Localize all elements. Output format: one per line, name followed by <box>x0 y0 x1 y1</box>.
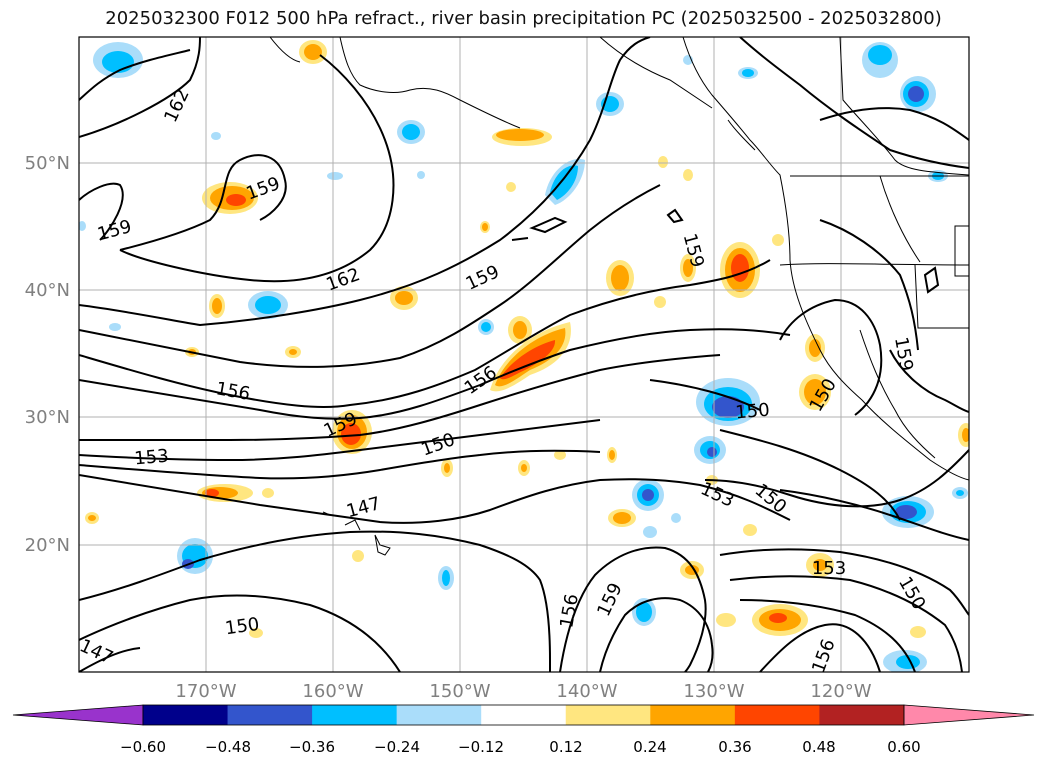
contour-label: 156 <box>461 362 501 399</box>
contour-label: 153 <box>697 478 737 512</box>
colorbar-cell <box>481 705 567 725</box>
contour-label: 150 <box>894 573 929 613</box>
lon-label: 130°W <box>683 681 744 702</box>
colorbar-cell <box>227 705 313 725</box>
contour-label: 150 <box>734 400 770 424</box>
positive-anomaly-patches <box>85 40 969 638</box>
colorbar-tick: 0.48 <box>802 738 835 756</box>
contour-label: 159 <box>890 335 917 372</box>
colorbar-tick: −0.12 <box>458 738 504 756</box>
longitude-labels: 170°W 160°W 150°W 140°W 130°W 120°W <box>175 681 871 702</box>
small-contour-loops <box>511 208 940 294</box>
contour-label: 162 <box>323 264 362 295</box>
colorbar-cell <box>819 705 905 725</box>
colorbar-ticks: −0.60 −0.48 −0.36 −0.24 −0.12 0.12 0.24 … <box>120 738 921 756</box>
colorbar-cell <box>312 705 398 725</box>
lon-label: 120°W <box>810 681 871 702</box>
precipitation-shading <box>79 40 969 672</box>
colorbar-frame <box>142 704 905 726</box>
lat-label: 40°N <box>25 280 70 301</box>
colorbar-cell <box>396 705 482 725</box>
colorbar-tick: −0.24 <box>374 738 420 756</box>
colorbar-tick: 0.36 <box>718 738 751 756</box>
colorbar: −0.60 −0.48 −0.36 −0.24 −0.12 0.12 0.24 … <box>12 704 1035 756</box>
contour-label: 153 <box>133 446 169 470</box>
map-frame <box>78 36 970 673</box>
colorbar-extend-max <box>903 704 1035 726</box>
lat-label: 30°N <box>25 407 70 428</box>
contour-label: 147 <box>344 493 383 522</box>
contour-label: 159 <box>243 173 282 204</box>
colorbar-tick: 0.12 <box>549 738 582 756</box>
contour-label: 153 <box>812 558 846 579</box>
graticule <box>79 37 969 672</box>
colorbar-extend-min <box>12 704 144 726</box>
latitude-labels: 50°N 40°N 30°N 20°N <box>25 153 70 556</box>
colorbar-cell <box>565 705 651 725</box>
lon-label: 160°W <box>302 681 363 702</box>
negative-anomaly-patches <box>79 42 968 672</box>
colorbar-tick: 0.24 <box>633 738 666 756</box>
colorbar-tick: −0.36 <box>289 738 335 756</box>
contour-label: 150 <box>224 614 261 640</box>
lat-label: 50°N <box>25 153 70 174</box>
colorbar-cell <box>734 705 820 725</box>
colorbar-tick: −0.60 <box>120 738 166 756</box>
height-contours <box>79 37 969 672</box>
contour-label: 156 <box>808 636 839 675</box>
contour-label: 159 <box>95 216 134 245</box>
lon-label: 150°W <box>429 681 490 702</box>
contour-label: 156 <box>556 592 583 629</box>
map-title: 2025032300 F012 500 hPa refract., river … <box>105 8 942 29</box>
colorbar-cell <box>143 705 229 725</box>
lat-label: 20°N <box>25 535 70 556</box>
colorbar-tick: 0.60 <box>887 738 920 756</box>
contour-label: 156 <box>214 378 251 405</box>
contour-label: 150 <box>418 429 457 460</box>
contour-label: 162 <box>160 86 194 126</box>
colorbar-cell <box>650 705 736 725</box>
contour-label: 147 <box>76 635 116 669</box>
lon-label: 170°W <box>175 681 236 702</box>
lon-label: 140°W <box>556 681 617 702</box>
coastlines <box>269 37 969 556</box>
contour-label: 159 <box>593 580 627 620</box>
colorbar-tick: −0.48 <box>205 738 251 756</box>
colorbar-cells <box>12 704 1035 726</box>
